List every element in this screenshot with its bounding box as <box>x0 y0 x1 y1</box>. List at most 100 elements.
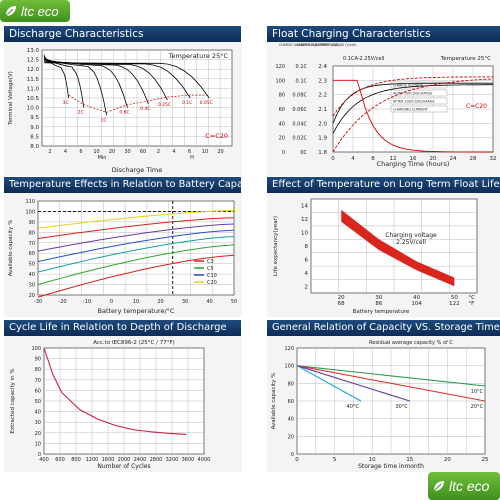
cycle-ytick-label: 90 <box>35 357 41 363</box>
cycle-ytick-label: 0 <box>38 452 41 458</box>
tempcap-legend-label: C20 <box>207 280 217 286</box>
discharge-xtick-label: 30 <box>124 149 130 155</box>
storage-xtick-label: 25 <box>482 457 489 463</box>
float-note: C=C20 <box>466 103 487 110</box>
discharge-xtick-label: 2 <box>48 149 51 155</box>
discharge-xtick-label: 60 <box>140 149 146 155</box>
storage-chart: Residual average capacity % of C12010080… <box>267 336 500 472</box>
storage-xtick-label: 15 <box>406 457 413 463</box>
float-ytick-current: 0.1C <box>296 78 308 84</box>
cycle-xtick-label: 800 <box>71 457 81 463</box>
discharge-curve-label: 0.6C <box>119 110 129 116</box>
storage-xtick-label: 10 <box>369 457 376 463</box>
float-xtick-label: 8 <box>371 156 375 162</box>
discharge-ytick-label: 11.5 <box>27 77 40 83</box>
tempcap-ytick-label: 20 <box>29 293 35 299</box>
tempcap-xtick-label: 0 <box>110 299 113 305</box>
floatlife-ytick-label: 2 <box>305 284 309 290</box>
floatlife-xtick-celsius: 50 <box>451 295 458 301</box>
float-legend-box <box>390 97 448 105</box>
float-legend-label: CHARGING CURRENT <box>393 108 429 112</box>
discharge-note: C=C20 <box>205 132 228 140</box>
storage-ytick-label: 20 <box>288 434 294 440</box>
tempcap-series-line <box>37 254 235 298</box>
floatlife-xtick-celsius: 30 <box>375 295 382 301</box>
cycle-ytick-label: 40 <box>35 410 41 416</box>
tempcap-ytick-label: 70 <box>29 241 35 247</box>
float-xtick-label: 16 <box>410 156 417 162</box>
tempcap-yaxis-title: Available capacity % <box>8 220 14 277</box>
cycle-xtick-label: 3200 <box>166 457 179 463</box>
discharge-ytick-label: 10.5 <box>27 96 40 102</box>
storage-ytick-label: 100 <box>284 364 294 370</box>
float-annotation: 0.1CA-2.25V/cell <box>343 56 384 62</box>
float-ytick-quantity: 60 <box>279 107 285 113</box>
storage-series-label: 40°C <box>347 404 360 410</box>
discharge-ytick-label: 11.0 <box>27 86 40 92</box>
float-xtick-label: 0 <box>331 156 335 162</box>
discharge-xunit-label: Min <box>98 155 107 161</box>
brand-logo: ltc eco <box>0 0 70 22</box>
float-annotation-temp: Temperature 25°C <box>440 56 491 62</box>
discharge-xtick-label: 20 <box>217 149 223 155</box>
float-ytick-voltage: 1.9 <box>318 136 327 142</box>
storage-ytick-label: 60 <box>288 399 294 405</box>
float-ytick-quantity: 100 <box>275 78 285 84</box>
discharge-xunit-label: H <box>190 155 194 161</box>
float-ytick-current: 0.1C <box>296 64 308 70</box>
tempcap-xtick-label: 40 <box>206 299 212 305</box>
discharge-xtick-label: 4 <box>64 149 67 155</box>
cycle-xtick-label: 3600 <box>182 457 195 463</box>
float-legend-label: CHARGE VOLTAGE <box>393 84 423 88</box>
floatlife-xtick-fahrenheit: 122 <box>449 301 460 307</box>
floatlife-annotation: Charging voltage <box>385 232 437 239</box>
float-ytick-current: 0.08C <box>292 93 307 99</box>
floatlife-ytick-label: 4 <box>305 271 309 277</box>
float-xtick-label: 4 <box>351 156 355 162</box>
discharge-curve-label: 0.05C <box>200 100 213 106</box>
cycle-xtick-label: 1600 <box>102 457 115 463</box>
float-xtick-label: 32 <box>490 156 497 162</box>
float-ytick-current: 0.04C <box>292 121 307 127</box>
tempcap-xtick-label: 50 <box>231 299 237 305</box>
cycle-yaxis-title: Extracted capacity in % <box>10 368 16 433</box>
cycle-xtick-label: 2000 <box>118 457 131 463</box>
storage-xtick-label: 5 <box>333 457 337 463</box>
floatlife-ytick-label: 12 <box>301 217 308 223</box>
floatlife-xtick-fahrenheit: 68 <box>338 301 345 307</box>
floatlife-unit-f: °F <box>468 301 474 307</box>
discharge-ytick-label: 10.0 <box>27 106 40 112</box>
tempcap-xtick-label: -20 <box>58 299 66 305</box>
float-axis-header: CHARGING CURRENT (CA) <box>297 43 339 47</box>
cycle-ytick-label: 50 <box>35 399 41 405</box>
discharge-curve-label: 0.1C <box>182 100 192 106</box>
cycle-ytick-label: 100 <box>31 346 41 352</box>
discharge-xtick-label: 10 <box>202 149 208 155</box>
float-xtick-label: 24 <box>450 156 457 162</box>
storage-ytick-label: 80 <box>288 381 294 387</box>
discharge-xtick-label: 6 <box>188 149 191 155</box>
tempcap-legend-label: C5 <box>207 266 214 272</box>
storage-xtick-label: 0 <box>295 457 299 463</box>
cycle-annotation: Acc.to IEC896-2 (25°C / 77°F) <box>93 340 175 346</box>
float-ytick-voltage: 1.8 <box>318 150 327 156</box>
tempcap-xtick-label: -30 <box>34 299 42 305</box>
cycle-life-chart: Acc.to IEC896-2 (25°C / 77°F)10090807060… <box>4 336 242 472</box>
tempcap-ytick-label: 30 <box>29 283 35 289</box>
storage-ytick-label: 40 <box>288 417 294 423</box>
float-ytick-current: 0.02C <box>292 136 307 142</box>
tempcap-ytick-label: 50 <box>29 262 35 268</box>
float-xtick-label: 20 <box>430 156 437 162</box>
storage-annotation: Residual average capacity % of C <box>369 340 453 346</box>
tempcap-xtick-label: 20 <box>157 299 163 305</box>
cycle-ytick-label: 60 <box>35 388 41 394</box>
tempcap-series-line <box>37 229 235 263</box>
discharge-curve-0.05C <box>43 62 210 99</box>
panel-title-storage: General Relation of Capacity VS. Storage… <box>267 320 500 336</box>
panel-title-temperature-capacity: Temperature Effects in Relation to Batte… <box>4 177 241 193</box>
floatlife-ytick-label: 6 <box>305 257 309 263</box>
float-legend-box <box>390 89 448 97</box>
floatlife-xaxis-title: Battery temperature <box>353 309 410 315</box>
